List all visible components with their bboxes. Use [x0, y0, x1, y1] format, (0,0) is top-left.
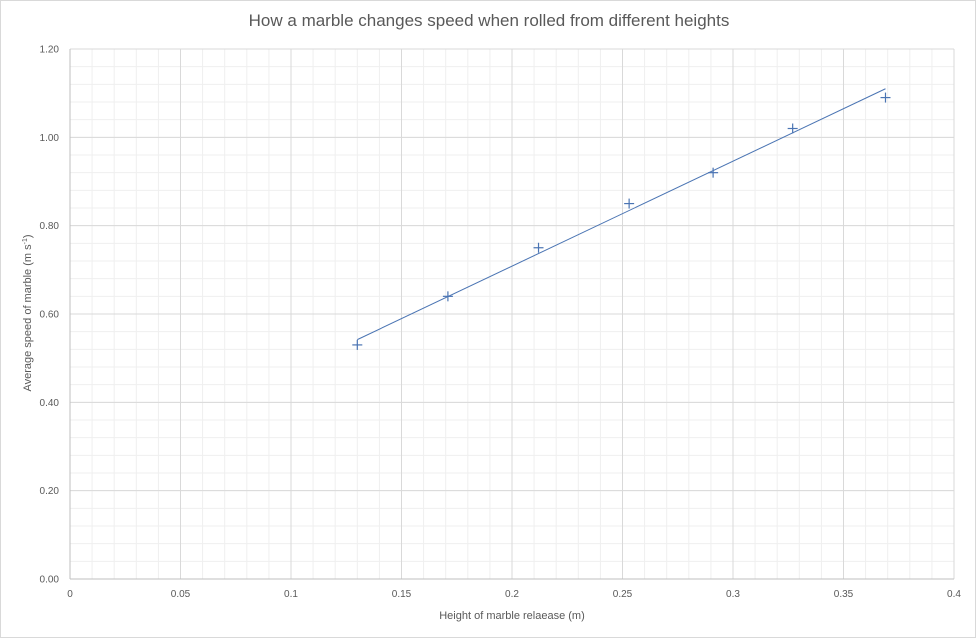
y-axis-title-suffix: ): [22, 234, 34, 238]
x-tick-label: 0: [67, 589, 73, 600]
y-tick-label: 0.20: [40, 486, 60, 497]
y-axis-title-superscript: -1: [22, 238, 29, 244]
y-axis-title-main: Average speed of marble (m s: [22, 244, 34, 392]
x-tick-label: 0.2: [505, 589, 519, 600]
x-tick-label: 0.1: [284, 589, 298, 600]
y-tick-label: 1.00: [40, 133, 60, 144]
axes: [69, 49, 954, 580]
data-point: [708, 167, 719, 178]
x-tick-label: 0.3: [726, 589, 740, 600]
data-point: [624, 198, 635, 209]
data-point: [787, 123, 798, 134]
trendline: [357, 88, 886, 341]
y-tick-label: 0.40: [40, 398, 60, 409]
chart-title: How a marble changes speed when rolled f…: [248, 11, 730, 30]
y-tick-labels: 0.00 0.20 0.40 0.60 0.80 1.00 1.20: [40, 45, 60, 586]
x-tick-label: 0.35: [834, 589, 854, 600]
y-axis-title: Average speed of marble (m s-1): [22, 234, 34, 391]
y-tick-label: 1.20: [40, 45, 60, 56]
data-point: [442, 291, 453, 302]
data-point: [533, 242, 544, 253]
x-tick-label: 0.25: [613, 589, 633, 600]
y-tick-label: 0.00: [40, 575, 60, 586]
y-tick-label: 0.60: [40, 310, 60, 321]
data-point: [352, 339, 363, 350]
data-points: [352, 92, 891, 350]
x-tick-labels: 0 0.05 0.1 0.15 0.2 0.25 0.3 0.35 0.4: [67, 589, 961, 600]
x-tick-label: 0.05: [171, 589, 191, 600]
x-axis-title: Height of marble relaease (m): [439, 610, 585, 622]
x-tick-label: 0.4: [947, 589, 961, 600]
x-tick-label: 0.15: [392, 589, 412, 600]
trendline-group: [357, 88, 886, 341]
data-point: [880, 92, 891, 103]
y-tick-label: 0.80: [40, 221, 60, 232]
